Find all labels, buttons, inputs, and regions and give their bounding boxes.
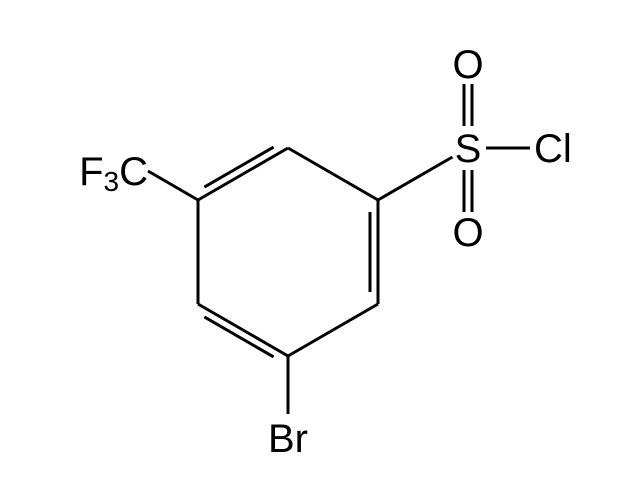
label-s: S bbox=[455, 127, 482, 171]
label-o-bottom: O bbox=[452, 211, 483, 255]
molecule-diagram: SO O Cl Br F3C bbox=[0, 0, 640, 504]
label-cl: Cl bbox=[534, 127, 572, 171]
label-o-top: O bbox=[452, 43, 483, 87]
label-br: Br bbox=[268, 417, 308, 461]
label-f3c: F3C bbox=[79, 150, 148, 197]
